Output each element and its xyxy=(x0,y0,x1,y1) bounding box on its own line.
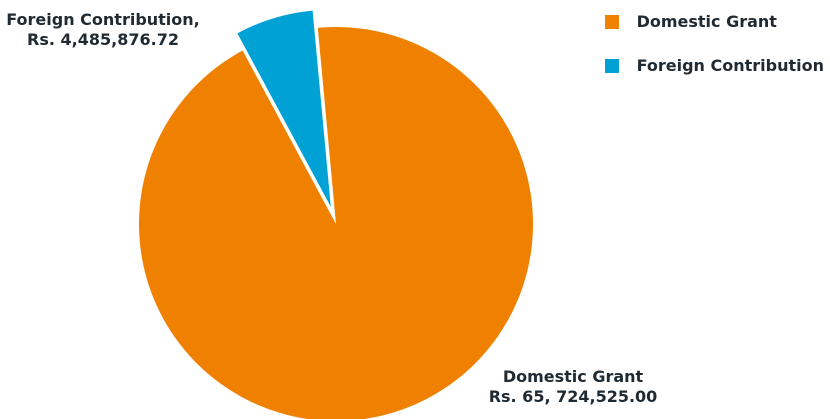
domestic-grant-label-name: Domestic Grant xyxy=(502,367,644,386)
domestic-grant-data-label: Domestic Grant Rs. 65, 724,525.00 xyxy=(478,367,668,407)
legend-item-foreign-contribution[interactable]: Foreign Contribution xyxy=(604,56,824,76)
foreign-contribution-data-label: Foreign Contribution, Rs. 4,485,876.72 xyxy=(6,10,200,50)
foreign-contribution-label-name: Foreign Contribution, xyxy=(6,10,200,29)
pie-slice-foreign-contribution xyxy=(237,10,331,207)
legend-swatch-domestic-grant xyxy=(604,15,619,29)
legend-label-domestic-grant: Domestic Grant xyxy=(636,12,777,31)
pie-slice-domestic-grant xyxy=(139,27,533,419)
legend-swatch-foreign-contribution xyxy=(604,59,619,73)
domestic-grant-label-value: Rs. 65, 724,525.00 xyxy=(488,387,658,406)
legend-item-domestic-grant[interactable]: Domestic Grant xyxy=(604,12,824,32)
legend-label-foreign-contribution: Foreign Contribution xyxy=(636,56,824,75)
chart-legend: Domestic Grant Foreign Contribution xyxy=(604,12,824,100)
foreign-contribution-label-value: Rs. 4,485,876.72 xyxy=(27,30,179,49)
